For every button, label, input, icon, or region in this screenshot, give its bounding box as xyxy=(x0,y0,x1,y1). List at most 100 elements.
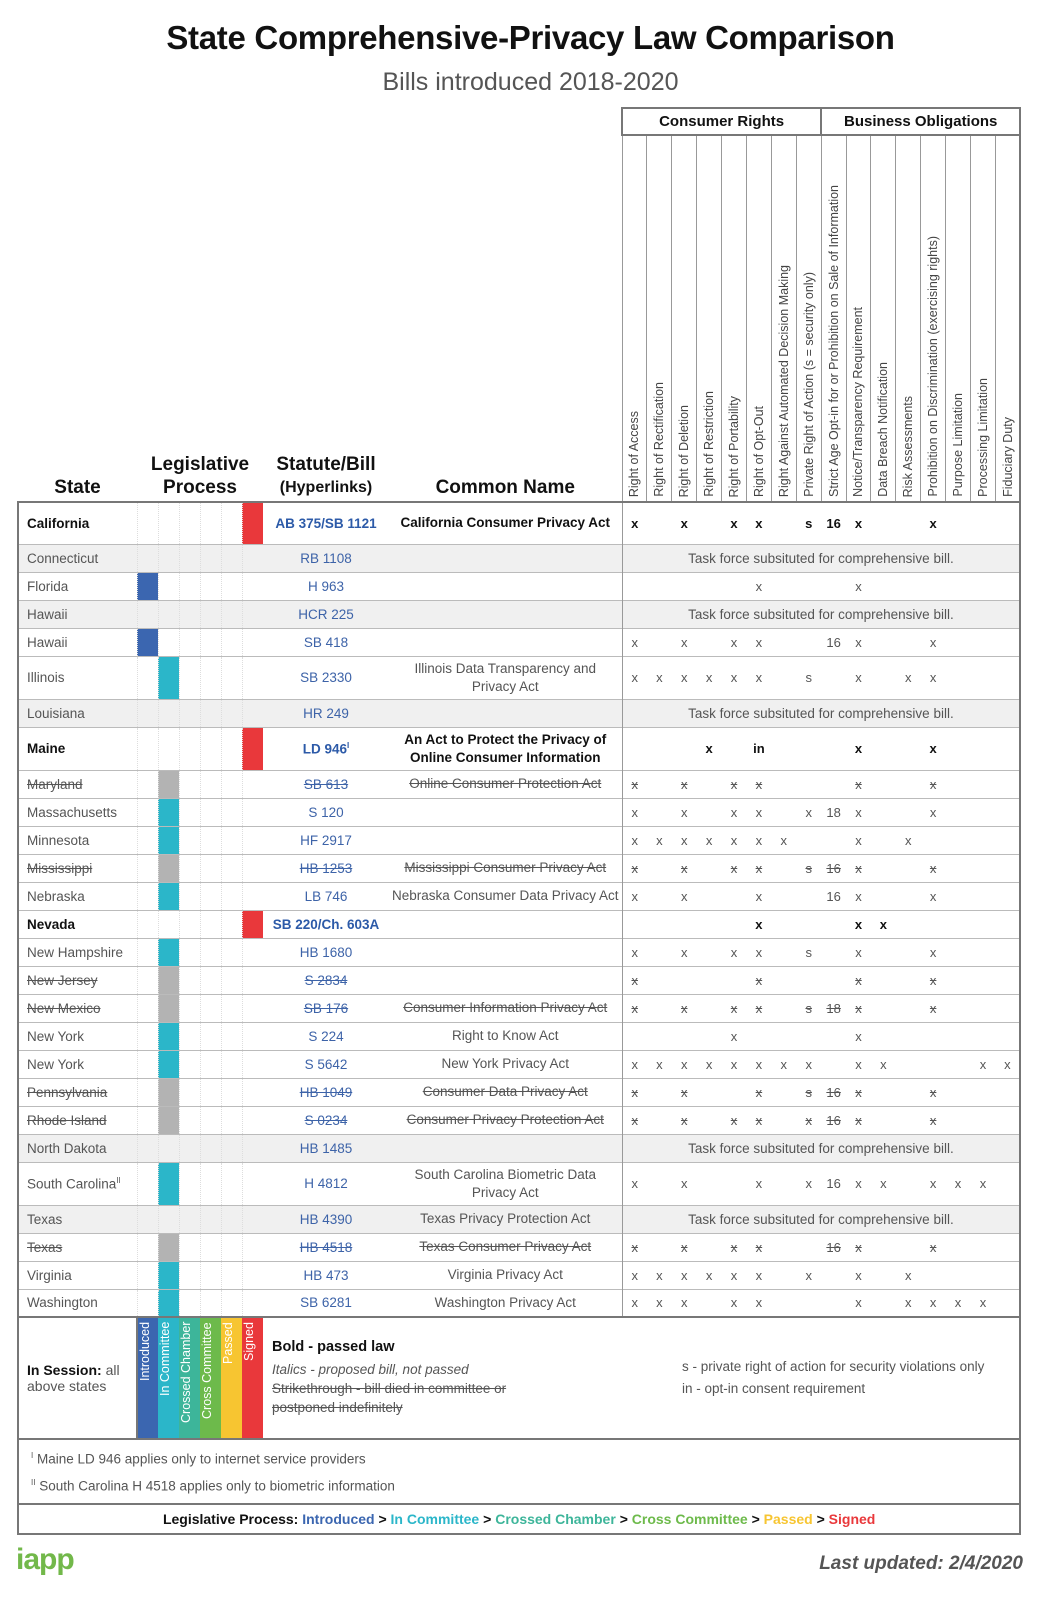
process-cell-passed xyxy=(220,727,242,770)
mark-cell: x xyxy=(631,804,638,820)
mark-cell xyxy=(995,1022,1022,1050)
table-row: Rhode Island S 0234 Consumer Privacy Prote… xyxy=(17,1106,1022,1134)
bill-link[interactable]: S 0234 xyxy=(304,1112,348,1128)
process-cell-crossed xyxy=(178,1050,200,1078)
column-header: Risk Assessments xyxy=(895,135,921,502)
mark-cell: x xyxy=(805,1056,812,1072)
bill-link[interactable]: SB 6281 xyxy=(300,1295,352,1311)
column-header: Right of Portability xyxy=(721,135,747,502)
mark-cell xyxy=(771,1261,796,1289)
state-cell: North Dakota xyxy=(17,1134,137,1162)
task-force-note: Task force subsituted for comprehensive … xyxy=(622,1134,1022,1162)
common-name-cell: An Act to Protect the Privacy of Online … xyxy=(389,727,623,770)
legend-stage-introduced: Introduced xyxy=(137,1317,158,1439)
bill-link[interactable]: S 2834 xyxy=(304,972,348,988)
process-cell-passed xyxy=(220,938,242,966)
state-cell: Illinois xyxy=(17,656,137,699)
mark-cell xyxy=(896,727,921,770)
bill-link[interactable]: S 5642 xyxy=(304,1056,348,1072)
process-cell-crossed xyxy=(178,572,200,600)
state-cell: New Jersey xyxy=(17,966,137,994)
mark-cell xyxy=(971,1233,996,1261)
process-cell-passed xyxy=(220,1022,242,1050)
state-cell: Rhode Island xyxy=(17,1106,137,1134)
bill-link[interactable]: RB 1108 xyxy=(263,544,389,572)
bill-link[interactable]: AB 375/SB 1121 xyxy=(275,515,377,531)
table-row: California AB 375/SB 1121 California Consu… xyxy=(17,502,1022,544)
header-common-name: Common Name xyxy=(435,477,575,498)
task-force-note: Task force subsituted for comprehensive … xyxy=(622,544,1022,572)
mark-cell xyxy=(796,1022,821,1050)
bill-link[interactable]: HB 473 xyxy=(303,1267,349,1283)
process-stage-bar xyxy=(157,854,179,882)
bill-link[interactable]: SB 2330 xyxy=(300,670,352,685)
process-cell-signed xyxy=(241,656,263,699)
mark-cell: x xyxy=(855,888,862,904)
mark-cell: 16 xyxy=(826,1239,841,1255)
mark-cell xyxy=(722,572,747,600)
process-cell-passed xyxy=(220,798,242,826)
process-cell-crossed xyxy=(178,699,200,727)
bill-link[interactable]: HB 4390 xyxy=(263,1205,389,1233)
column-header-label: Strict Age Opt-in for or Prohibition on … xyxy=(826,185,841,497)
process-cell-signed xyxy=(241,1261,263,1289)
process-stage-bar xyxy=(157,770,179,798)
process-cell-passed xyxy=(220,966,242,994)
bill-link[interactable]: HB 1680 xyxy=(299,944,353,960)
bill-link[interactable]: LB 746 xyxy=(304,888,348,904)
mark-cell xyxy=(871,966,896,994)
mark-cell: x xyxy=(631,832,638,848)
bill-link[interactable]: HCR 225 xyxy=(263,600,389,628)
process-stage-bar xyxy=(157,966,179,994)
bill-link[interactable]: SB 613 xyxy=(303,776,349,792)
process-separator: > xyxy=(816,1511,825,1527)
bill-link[interactable]: H 963 xyxy=(307,578,345,594)
bill-link[interactable]: HR 249 xyxy=(263,699,389,727)
mark-cell xyxy=(971,628,996,656)
process-cell-introduced xyxy=(136,1289,158,1317)
mark-cell: x xyxy=(855,1028,862,1044)
mark-cell xyxy=(821,727,846,770)
process-stage-bar xyxy=(157,994,179,1022)
mark-cell: x xyxy=(730,515,738,531)
mark-cell: x xyxy=(730,1112,738,1128)
mark-cell: x xyxy=(855,972,862,988)
bill-link[interactable]: HB 1049 xyxy=(299,1084,353,1100)
mark-cell xyxy=(771,628,796,656)
mark-cell xyxy=(995,798,1022,826)
mark-cell xyxy=(921,826,946,854)
bill-link[interactable]: SB 418 xyxy=(303,634,349,650)
bill-link[interactable]: S 120 xyxy=(308,804,344,820)
mark-cell xyxy=(971,826,996,854)
mark-cell: x xyxy=(730,1028,738,1044)
mark-cell xyxy=(821,966,846,994)
bill-link[interactable]: H 4812 xyxy=(304,1176,348,1191)
bill-link[interactable]: HF 2917 xyxy=(300,832,352,848)
bill-link[interactable]: HB 1485 xyxy=(263,1134,389,1162)
bill-link[interactable]: SB 176 xyxy=(303,1000,349,1016)
mark-cell: x xyxy=(755,776,763,792)
process-cell-crosscommittee xyxy=(199,882,221,910)
mark-cell: x xyxy=(755,1084,763,1100)
bill-link[interactable]: S 224 xyxy=(308,1028,344,1044)
table-row: Virginia HB 473 Virginia Privacy Act x x x x x x… xyxy=(17,1261,1022,1289)
process-cell-crosscommittee xyxy=(199,854,221,882)
mark-cell xyxy=(771,854,796,882)
bill-link[interactable]: HB 1253 xyxy=(299,860,353,876)
process-cell-introduced xyxy=(136,1233,158,1261)
mark-cell xyxy=(995,628,1022,656)
mark-cell: x xyxy=(905,1267,912,1283)
bill-link[interactable]: HB 4518 xyxy=(299,1239,353,1255)
bill-link[interactable]: SB 220/Ch. 603A xyxy=(272,916,380,932)
mark-cell: x xyxy=(780,832,788,848)
mark-cell: x xyxy=(656,670,663,685)
process-cell-introduced xyxy=(136,1162,158,1205)
iapp-logo: iapp xyxy=(16,1543,75,1576)
mark-cell xyxy=(871,938,896,966)
process-cell-signed xyxy=(241,1205,263,1233)
common-name-cell: Texas Consumer Privacy Act xyxy=(389,1233,623,1261)
bill-link[interactable]: LD 946I xyxy=(302,740,350,757)
mark-cell: x xyxy=(656,832,663,848)
process-cell-committee xyxy=(157,1205,179,1233)
process-cell-signed xyxy=(241,600,263,628)
